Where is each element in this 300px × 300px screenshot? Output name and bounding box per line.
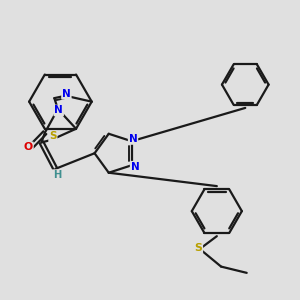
Text: N: N: [129, 134, 137, 144]
Text: S: S: [49, 131, 57, 141]
Text: N: N: [54, 106, 63, 116]
Text: N: N: [131, 162, 140, 172]
Text: H: H: [52, 170, 61, 180]
Text: N: N: [62, 89, 71, 99]
Text: O: O: [24, 142, 33, 152]
Text: S: S: [194, 243, 202, 253]
